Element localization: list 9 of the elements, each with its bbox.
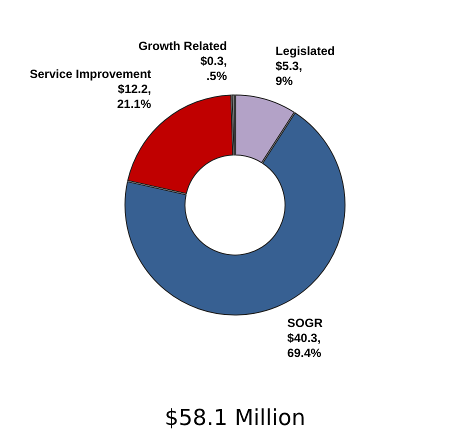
slice-label: SOGR	[287, 316, 323, 330]
data-label: $0.3, .5%	[200, 54, 228, 84]
text: $58.1 Million	[164, 406, 306, 431]
data-label: $12.2, 21.1%	[117, 82, 152, 112]
slice-label: Service Improvement	[30, 67, 152, 82]
slice-label: Growth Related	[138, 39, 228, 54]
data-label: $40.3, 69.4%	[287, 330, 322, 360]
data-label: $5.3, 9%	[275, 58, 302, 88]
slice-label: Legislated	[275, 44, 335, 58]
